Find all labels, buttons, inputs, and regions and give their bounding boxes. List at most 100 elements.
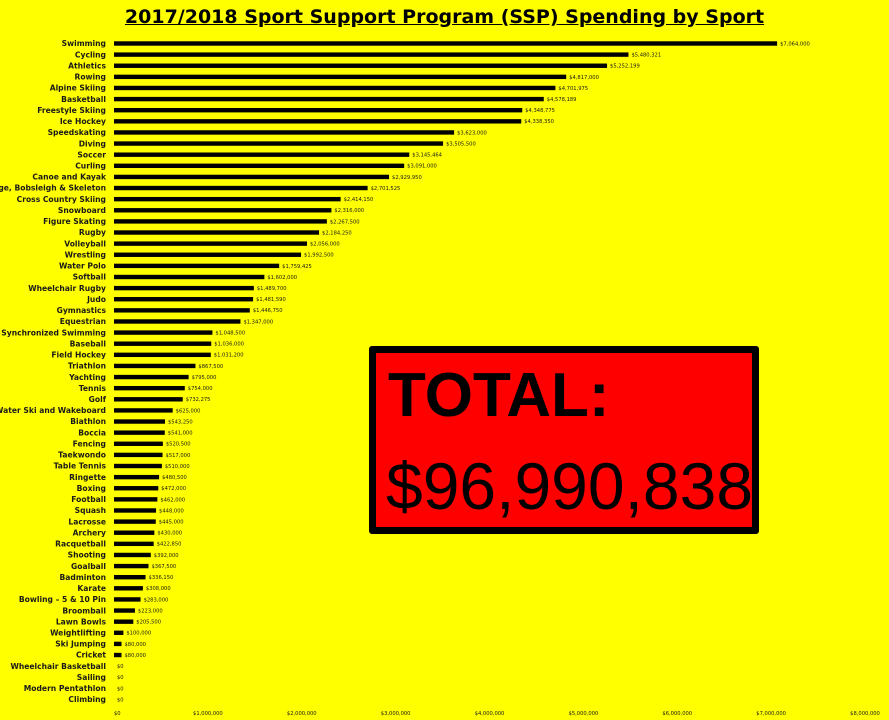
value-label: $430,000	[157, 531, 182, 537]
bar	[114, 74, 567, 80]
value-label: $336,150	[149, 575, 174, 581]
category-label: Golf	[89, 395, 107, 404]
category-label: Alpine Skiing	[50, 84, 106, 93]
bar	[114, 385, 185, 391]
category-label: Rowing	[74, 73, 106, 82]
value-labels: $7,064,000 $5,480,321 $5,252,199 $4,817,000…	[117, 41, 810, 703]
bar	[114, 330, 213, 335]
bar	[114, 474, 160, 480]
category-label: Yachting	[68, 373, 106, 382]
category-label: Speedskating	[48, 128, 106, 137]
value-label: $2,929,950	[392, 175, 422, 181]
bar	[114, 63, 608, 68]
value-label: $448,000	[159, 508, 184, 514]
x-tick-label: $2,000,000	[287, 711, 317, 717]
value-label: $2,316,000	[334, 208, 364, 214]
category-label: Football	[71, 495, 106, 504]
value-label: $1,481,590	[256, 297, 286, 303]
bar	[114, 196, 341, 202]
category-label: Volleyball	[64, 239, 106, 248]
category-label: Freestyle Skiing	[37, 106, 106, 115]
value-label: $2,056,000	[310, 242, 340, 248]
category-label: Diving	[79, 139, 106, 148]
bar	[114, 85, 556, 91]
value-label: $205,500	[136, 620, 161, 626]
value-label: $0	[117, 675, 124, 681]
category-label: Athletics	[68, 61, 106, 70]
x-tick-label: $6,000,000	[662, 711, 692, 717]
category-label: Basketball	[61, 95, 106, 104]
bar	[114, 219, 327, 224]
bar	[114, 397, 183, 402]
value-label: $1,031,200	[214, 353, 244, 359]
category-label: Luge, Bobsleigh & Skeleton	[0, 184, 106, 193]
category-label: Boccia	[78, 428, 106, 437]
value-label: $308,000	[146, 586, 171, 592]
category-label: Weightlifting	[50, 628, 106, 637]
bar	[114, 52, 629, 57]
category-label: Broomball	[62, 606, 106, 615]
category-label: Curling	[75, 162, 106, 171]
value-label: $4,701,975	[558, 86, 588, 92]
value-label: $1,036,000	[214, 342, 244, 348]
bar	[114, 341, 212, 346]
category-label: Wheelchair Basketball	[10, 662, 106, 671]
x-tick-label: $5,000,000	[569, 711, 599, 717]
value-label: $543,250	[168, 419, 193, 425]
category-label: Equestrian	[60, 317, 106, 326]
value-label: $2,414,150	[344, 197, 374, 203]
value-label: $367,500	[151, 564, 176, 570]
category-label: Shooting	[68, 551, 106, 560]
category-label: Triathlon	[68, 362, 106, 371]
category-label: Ski Jumping	[55, 640, 106, 649]
category-label: Boxing	[77, 484, 106, 493]
value-label: $732,275	[186, 397, 211, 403]
x-tick-label: $0	[114, 711, 121, 717]
bar	[114, 108, 523, 113]
bar	[114, 530, 155, 535]
bar	[114, 230, 320, 235]
value-label: $445,000	[159, 520, 184, 526]
category-label: Tennis	[79, 384, 107, 393]
value-label: $5,252,199	[610, 64, 640, 70]
value-label: $4,348,775	[525, 108, 555, 114]
bar	[114, 374, 189, 380]
chart-title: 2017/2018 Sport Support Program (SSP) Sp…	[124, 6, 765, 28]
bar	[114, 163, 405, 169]
category-label: Sailing	[77, 673, 106, 682]
value-label: $4,817,000	[569, 75, 599, 81]
bar	[114, 252, 302, 257]
bar	[114, 508, 157, 513]
category-label: Swimming	[62, 39, 106, 48]
bar	[114, 208, 332, 213]
value-label: $795,000	[192, 375, 217, 381]
bar	[114, 319, 241, 324]
value-label: $462,000	[160, 497, 185, 503]
bar	[114, 41, 778, 46]
x-tick-label: $7,000,000	[756, 711, 786, 717]
bar	[114, 552, 151, 558]
category-label: Bowling – 5 & 10 Pin	[19, 595, 106, 604]
value-label: $80,000	[125, 653, 146, 659]
bar	[114, 352, 211, 358]
value-label: $541,000	[168, 431, 193, 437]
value-label: $1,992,500	[304, 253, 334, 259]
value-label: $0	[117, 664, 124, 670]
bar	[114, 452, 163, 458]
value-label: $625,000	[176, 408, 201, 414]
category-label: Synchronized Swimming	[1, 328, 106, 337]
value-label: $7,064,000	[780, 41, 810, 47]
category-label: Goalball	[71, 562, 106, 571]
x-tick-label: $1,000,000	[193, 711, 223, 717]
category-label: Table Tennis	[54, 462, 107, 471]
category-label: Taekwondo	[58, 451, 106, 460]
category-label: Judo	[86, 295, 106, 304]
bar	[114, 297, 254, 302]
value-label: $2,701,525	[371, 186, 401, 192]
value-label: $867,500	[198, 364, 223, 370]
bar	[114, 174, 390, 180]
category-label: Cricket	[76, 651, 106, 660]
value-label: $100,000	[126, 631, 151, 637]
category-label: Climbing	[68, 695, 106, 704]
bar	[114, 285, 254, 291]
